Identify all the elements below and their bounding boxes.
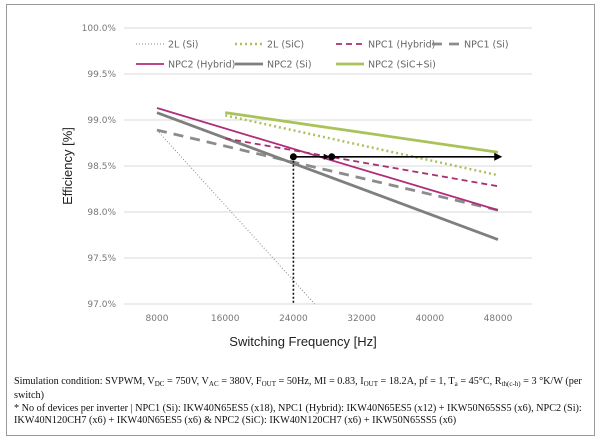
legend-item: NPC2 (Hybrid) [136,60,235,71]
legend-label: NPC1 (Si) [464,40,509,51]
series-line-npc2-si [156,111,499,241]
y-tick-label: 97.0% [87,300,116,310]
series-line-npc2-sic-si [224,111,499,154]
simulation-caption: Simulation condition: SVPWM, VDC = 750V,… [14,376,586,428]
x-axis-title: Switching Frequency [Hz] [229,334,376,349]
legend-item: NPC2 (Si) [235,60,312,71]
arrow-head-icon [494,152,503,161]
series-line-npc1-si [156,128,499,212]
series-line-npc2-hybrid [156,107,499,212]
legend-item: NPC1 (Si) [432,40,509,51]
legend-label: NPC2 (Si) [267,60,312,71]
series-line-2l-si [156,129,316,305]
y-tick-label: 97.5% [87,254,116,264]
y-axis-title: Efficiency [%] [60,127,75,205]
x-tick-label: 8000 [146,314,169,324]
legend-label: NPC2 (Hybrid) [168,60,235,71]
y-tick-label: 99.5% [87,70,116,80]
marker-point [328,153,336,161]
y-tick-label: 98.0% [87,208,116,218]
series-line-npc1-hybrid [225,137,499,188]
x-tick-label: 16000 [211,314,240,324]
x-tick-label: 24000 [279,314,308,324]
annotations [289,152,503,304]
y-tick-labels: 97.0% 97.5% 98.0% 98.5% 99.0% 99.5% 100.0% [82,24,117,310]
gridlines [124,27,532,305]
y-tick-label: 100.0% [82,24,117,34]
y-tick-label: 98.5% [87,162,116,172]
series-lines [156,107,499,305]
legend-label: 2L (SiC) [267,40,304,51]
legend-label: NPC2 (SiC+Si) [368,60,436,71]
x-tick-label: 40000 [415,314,444,324]
legend-item: 2L (Si) [136,40,198,51]
efficiency-chart: 97.0% 97.5% 98.0% 98.5% 99.0% 99.5% 100.0% 800… [60,24,532,349]
legend-item: NPC2 (SiC+Si) [336,60,436,71]
marker-arrow-icon [323,153,330,160]
series-line-2l-sic [224,114,499,177]
caption-conditions: Simulation condition: SVPWM, VDC = 750V,… [14,376,582,402]
legend-item: 2L (SiC) [235,40,304,51]
y-tick-label: 99.0% [87,116,116,126]
figure-frame [6,4,595,436]
legend-label: 2L (Si) [168,40,198,51]
legend: 2L (Si) 2L (SiC) NPC1 (Hybrid) NPC1 (Si) NPC… [136,40,509,71]
caption-devices: * No of devices per inverter | NPC1 (Si)… [14,402,582,427]
legend-label: NPC1 (Hybrid) [368,40,435,51]
x-tick-label: 32000 [347,314,376,324]
x-tick-label: 48000 [484,314,513,324]
legend-item: NPC1 (Hybrid) [336,40,435,51]
marker-point [289,153,297,161]
x-tick-labels: 8000 16000 24000 32000 40000 48000 [146,314,513,324]
